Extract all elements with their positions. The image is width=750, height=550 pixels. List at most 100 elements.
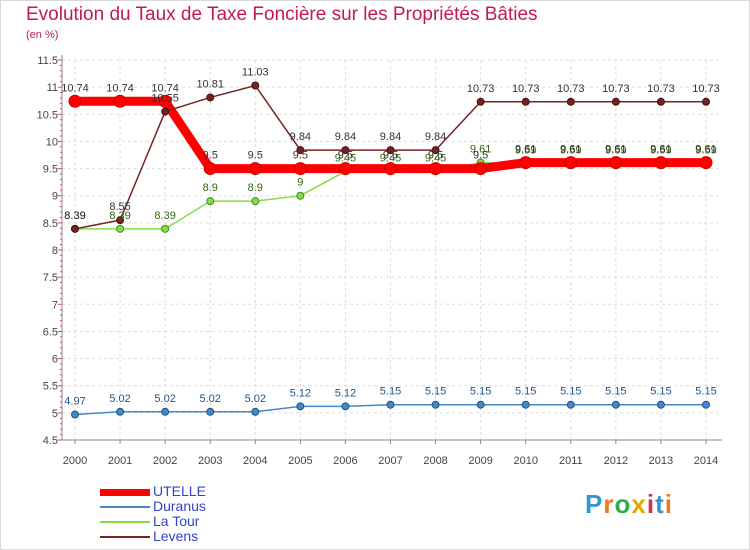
y-tick-label: 6.5: [43, 326, 58, 338]
data-label-utelle: 10.74: [151, 82, 179, 94]
y-tick-label: 10: [46, 136, 58, 148]
logo-letter: t: [655, 489, 665, 519]
data-label-duranus: 5.02: [154, 393, 175, 405]
data-label-duranus: 5.15: [470, 386, 491, 398]
data-point-utelle: [113, 94, 127, 108]
logo-letter: x: [631, 489, 647, 519]
data-point-duranus: [161, 407, 170, 416]
data-label-la-tour: 9.59: [605, 145, 626, 157]
data-label-levens: 10.73: [557, 83, 585, 95]
data-label-utelle: 9.5: [248, 150, 263, 162]
chart-subtitle: (en %): [26, 29, 59, 41]
data-point-utelle: [519, 156, 533, 170]
y-tick-label: 9.5: [43, 164, 58, 176]
data-label-la-tour: 9.59: [560, 145, 581, 157]
legend: UTELLE Duranus La Tour Levens: [100, 483, 300, 544]
data-point-duranus: [206, 407, 215, 416]
data-point-levens: [611, 97, 620, 106]
data-point-utelle: [564, 156, 578, 170]
chart-title: Evolution du Taux de Taxe Foncière sur l…: [26, 4, 538, 25]
x-tick-label: 2009: [468, 455, 492, 467]
legend-swatch-duranus: [100, 506, 150, 508]
y-tick-label: 10.5: [37, 109, 58, 121]
data-label-duranus: 5.15: [650, 386, 671, 398]
data-point-levens: [476, 97, 485, 106]
data-label-utelle: 9.5: [293, 150, 308, 162]
data-point-utelle: [248, 162, 262, 176]
data-point-utelle: [338, 162, 352, 176]
data-point-levens: [206, 93, 215, 102]
data-point-utelle: [699, 156, 713, 170]
x-tick-label: 2011: [559, 455, 583, 467]
proxiti-logo: Proxiti: [585, 489, 673, 520]
legend-item-la-tour: La Tour: [100, 513, 300, 529]
data-point-duranus: [566, 400, 575, 409]
data-point-utelle: [609, 156, 623, 170]
data-label-utelle: 9.61: [605, 144, 626, 156]
data-point-levens: [116, 216, 125, 225]
data-label-la-tour: 8.9: [203, 182, 218, 194]
legend-label-levens: Levens: [153, 528, 199, 544]
logo-letter: i: [646, 489, 656, 519]
x-tick-label: 2002: [153, 455, 177, 467]
x-tick-label: 2008: [423, 455, 447, 467]
data-point-duranus: [431, 400, 440, 409]
data-label-utelle: 9.5: [203, 150, 218, 162]
data-point-levens: [656, 97, 665, 106]
data-label-levens: 11.03: [242, 67, 269, 79]
data-point-levens: [341, 146, 350, 155]
data-point-levens: [251, 81, 260, 90]
y-tick-label: 6: [52, 354, 58, 366]
logo-letter: o: [614, 489, 632, 519]
legend-swatch-levens: [100, 536, 150, 538]
data-label-duranus: 5.12: [335, 387, 356, 399]
logo-letter: P: [585, 489, 604, 519]
data-label-levens: 10.73: [467, 83, 495, 95]
data-label-levens: 10.73: [647, 83, 675, 95]
y-tick-label: 7: [52, 299, 58, 311]
data-label-la-tour: 8.9: [248, 182, 263, 194]
data-point-duranus: [611, 400, 620, 409]
data-label-duranus: 5.15: [380, 386, 401, 398]
data-point-utelle: [68, 94, 82, 108]
data-point-levens: [431, 146, 440, 155]
data-point-duranus: [71, 410, 79, 419]
data-point-duranus: [386, 400, 395, 409]
data-label-utelle: 10.74: [106, 82, 134, 94]
y-tick-label: 8.5: [43, 218, 58, 230]
y-tick-label: 11.5: [37, 55, 58, 67]
data-point-levens: [386, 146, 395, 155]
data-point-utelle: [474, 162, 488, 176]
data-point-utelle: [429, 162, 443, 176]
data-label-utelle: 9.61: [560, 144, 581, 156]
data-label-duranus: 5.02: [200, 393, 221, 405]
data-label-duranus: 5.12: [290, 387, 311, 399]
data-point-duranus: [702, 400, 710, 409]
data-point-utelle: [654, 156, 668, 170]
data-label-duranus: 4.97: [64, 395, 85, 407]
data-point-levens: [161, 107, 170, 116]
x-tick-label: 2005: [288, 455, 312, 467]
y-tick-label: 4.5: [43, 435, 58, 447]
data-point-levens: [702, 97, 710, 106]
data-point-duranus: [476, 400, 485, 409]
x-tick-label: 2013: [649, 455, 673, 467]
data-label-duranus: 5.15: [515, 386, 536, 398]
data-label-duranus: 5.15: [560, 386, 581, 398]
data-point-duranus: [656, 400, 665, 409]
x-tick-label: 2007: [378, 455, 402, 467]
legend-item-levens: Levens: [100, 528, 300, 544]
data-point-duranus: [251, 407, 260, 416]
data-label-levens: 8.55: [109, 201, 130, 213]
legend-label-la-tour: La Tour: [153, 513, 200, 529]
data-point-levens: [566, 97, 575, 106]
y-tick-label: 5.5: [43, 381, 58, 393]
x-tick-label: 2014: [694, 455, 718, 467]
data-label-duranus: 5.15: [695, 386, 716, 398]
legend-label-duranus: Duranus: [153, 498, 206, 514]
data-label-utelle: 9.61: [695, 144, 716, 156]
x-tick-label: 2004: [243, 455, 267, 467]
data-label-duranus: 5.15: [605, 386, 626, 398]
data-label-levens: 9.84: [380, 131, 401, 143]
data-label-levens: 9.84: [290, 131, 311, 143]
